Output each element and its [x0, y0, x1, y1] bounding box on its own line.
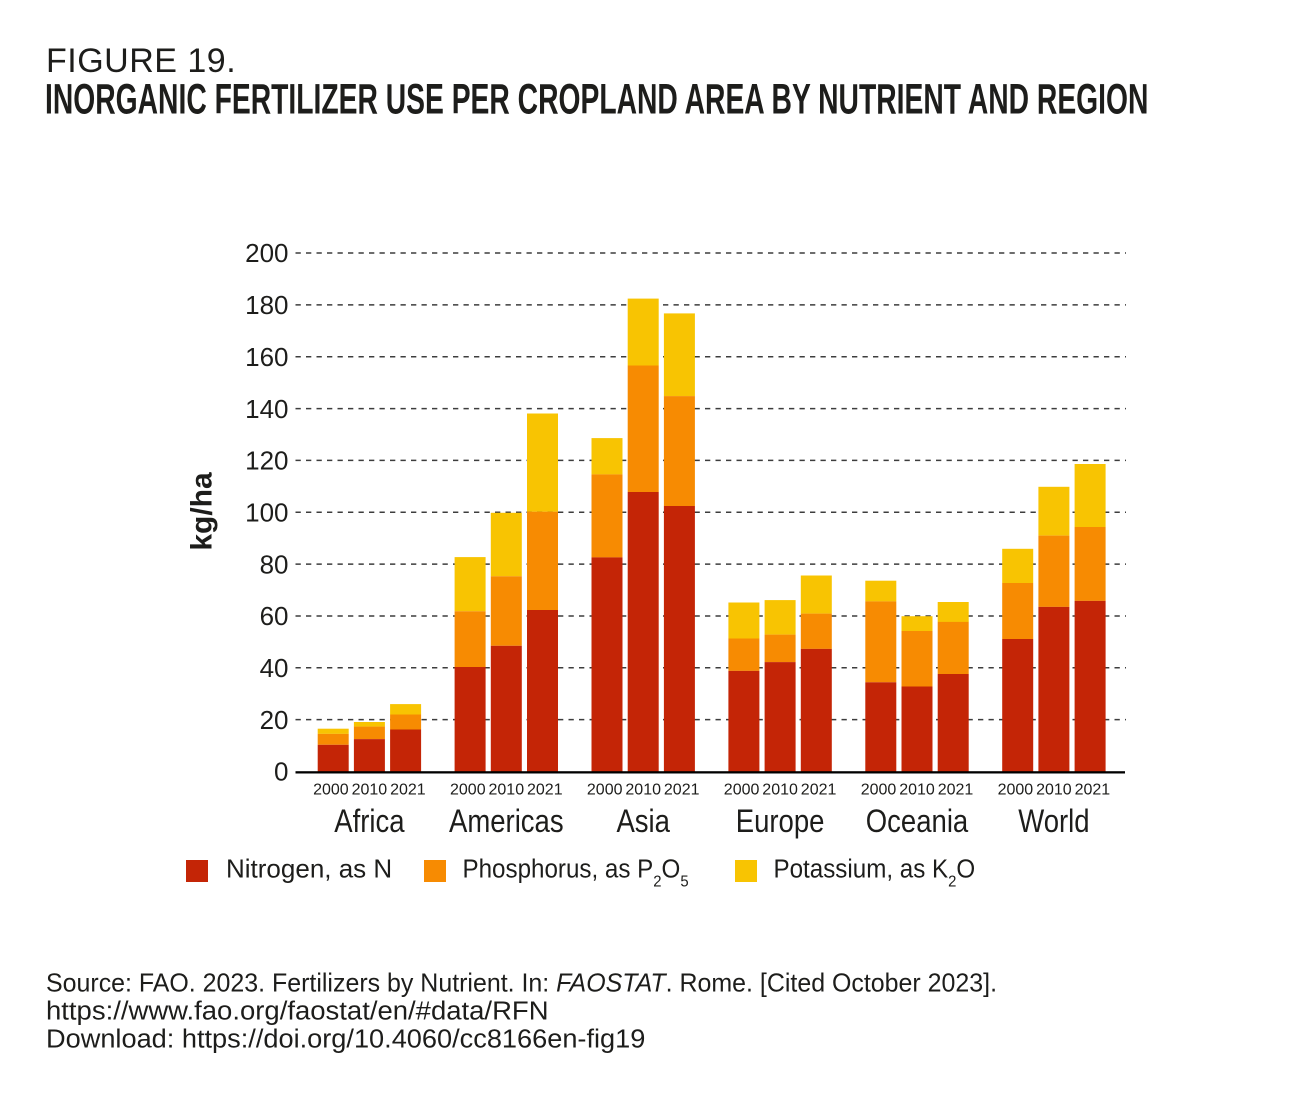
- svg-text:2021: 2021: [1075, 782, 1111, 799]
- svg-text:40: 40: [260, 653, 289, 683]
- svg-text:2021: 2021: [527, 782, 563, 799]
- svg-text:100: 100: [245, 498, 288, 528]
- svg-text:2021: 2021: [390, 782, 426, 799]
- svg-text:2021: 2021: [801, 782, 837, 799]
- svg-text:20: 20: [260, 705, 289, 735]
- svg-text:2000: 2000: [587, 782, 623, 799]
- svg-text:Oceania: Oceania: [866, 804, 969, 839]
- svg-text:2000: 2000: [861, 782, 897, 799]
- svg-text:kg/ha: kg/ha: [186, 472, 219, 551]
- svg-text:2010: 2010: [625, 782, 661, 799]
- svg-text:2010: 2010: [352, 782, 388, 799]
- svg-text:2010: 2010: [489, 782, 525, 799]
- svg-text:Americas: Americas: [449, 804, 564, 839]
- svg-text:Nitrogen, as N: Nitrogen, as N: [226, 854, 392, 884]
- svg-text:Europe: Europe: [736, 804, 825, 839]
- svg-text:2021: 2021: [938, 782, 974, 799]
- svg-text:2000: 2000: [724, 782, 760, 799]
- svg-text:120: 120: [245, 446, 288, 476]
- svg-text:200: 200: [245, 238, 288, 268]
- svg-text:Asia: Asia: [616, 804, 670, 839]
- svg-text:World: World: [1018, 804, 1089, 839]
- svg-text:80: 80: [260, 549, 289, 579]
- svg-text:INORGANIC FERTILIZER USE PER C: INORGANIC FERTILIZER USE PER CROPLAND AR…: [45, 75, 1148, 123]
- svg-text:FIGURE 19.: FIGURE 19.: [46, 42, 236, 80]
- svg-text:2010: 2010: [762, 782, 798, 799]
- svg-text:180: 180: [245, 290, 288, 320]
- svg-text:2000: 2000: [450, 782, 486, 799]
- svg-text:2021: 2021: [664, 782, 700, 799]
- svg-text:140: 140: [245, 394, 288, 424]
- svg-text:Africa: Africa: [334, 804, 405, 839]
- svg-text:0: 0: [274, 757, 288, 787]
- svg-text:60: 60: [260, 601, 289, 631]
- svg-text:160: 160: [245, 342, 288, 372]
- svg-text:Download: https://doi.org/10.4: Download: https://doi.org/10.4060/cc8166…: [46, 1024, 645, 1053]
- svg-text:2010: 2010: [1036, 782, 1072, 799]
- svg-text:2010: 2010: [899, 782, 935, 799]
- svg-text:2000: 2000: [313, 782, 349, 799]
- svg-text:2000: 2000: [998, 782, 1034, 799]
- svg-text:https://www.fao.org/faostat/en: https://www.fao.org/faostat/en/#data/RFN: [46, 996, 549, 1025]
- svg-text:Source: FAO. 2023. Fertilizers: Source: FAO. 2023. Fertilizers by Nutrie…: [46, 969, 997, 998]
